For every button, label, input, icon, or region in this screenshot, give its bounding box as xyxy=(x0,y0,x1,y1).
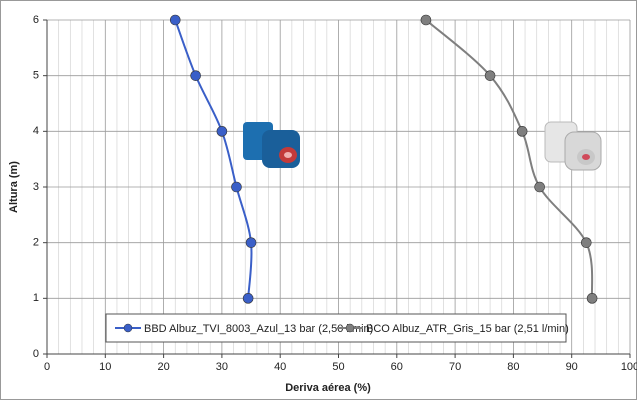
x-tick-label: 90 xyxy=(566,361,578,373)
legend-marker xyxy=(123,323,133,333)
data-point xyxy=(580,237,592,248)
nozzle-blue xyxy=(243,122,300,168)
y-axis-label: Altura (m) xyxy=(8,161,20,213)
x-tick-label: 10 xyxy=(99,361,111,373)
x-tick-label: 50 xyxy=(332,361,344,373)
legend-box xyxy=(105,313,567,343)
y-tick-label: 4 xyxy=(33,125,39,137)
y-tick-label: 0 xyxy=(33,348,39,360)
x-tick-label: 60 xyxy=(391,361,403,373)
data-point xyxy=(420,14,432,26)
data-point xyxy=(484,70,496,81)
x-tick-label: 20 xyxy=(157,361,169,373)
data-point xyxy=(231,181,242,193)
data-point xyxy=(169,14,181,26)
x-tick-label: 30 xyxy=(216,361,228,373)
data-point xyxy=(245,237,257,248)
y-tick-label: 6 xyxy=(33,14,39,26)
legend: BBD Albuz_TVI_8003_Azul_13 bar (2,50 l/m… xyxy=(105,313,569,343)
nozzle-gray xyxy=(544,121,602,171)
x-tick-label: 40 xyxy=(274,361,286,373)
y-tick-label: 5 xyxy=(33,70,39,82)
y-tick-label: 1 xyxy=(33,292,39,304)
x-tick-label: 100 xyxy=(621,361,637,373)
data-point xyxy=(516,126,528,137)
x-axis-label: Deriva aérea (%) xyxy=(285,382,371,394)
legend-marker xyxy=(345,323,355,333)
y-tick-label: 2 xyxy=(33,237,39,249)
legend-label: BBD Albuz_TVI_8003_Azul_13 bar (2,50 l/m… xyxy=(144,323,373,335)
x-tick-label: 0 xyxy=(44,361,50,373)
data-point xyxy=(216,126,228,137)
data-point xyxy=(242,293,254,304)
legend-label: BCO Albuz_ATR_Gris_15 bar (2,51 l/min) xyxy=(366,323,569,335)
data-point xyxy=(534,181,545,193)
x-tick-label: 80 xyxy=(507,361,519,373)
data-point xyxy=(190,70,201,81)
x-tick-label: 70 xyxy=(449,361,461,373)
y-tick-label: 3 xyxy=(33,181,39,193)
data-point xyxy=(586,293,598,304)
